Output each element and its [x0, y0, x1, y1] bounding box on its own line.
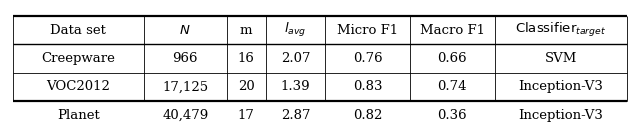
Text: 0.83: 0.83 — [353, 80, 383, 93]
Text: 16: 16 — [238, 52, 255, 65]
Text: Inception-V3: Inception-V3 — [518, 109, 604, 122]
Text: 1.39: 1.39 — [281, 80, 310, 93]
Bar — [227, 16, 266, 44]
Text: 17,125: 17,125 — [162, 80, 209, 93]
Bar — [227, 73, 266, 101]
Bar — [266, 44, 325, 73]
Bar — [266, 101, 325, 129]
Text: 966: 966 — [173, 52, 198, 65]
Text: $l_{avg}$: $l_{avg}$ — [284, 21, 307, 39]
Bar — [227, 101, 266, 129]
Text: VOC2012: VOC2012 — [46, 80, 110, 93]
Text: 0.82: 0.82 — [353, 109, 382, 122]
Text: m: m — [240, 23, 252, 37]
Text: 20: 20 — [238, 80, 255, 93]
Text: Data set: Data set — [51, 23, 106, 37]
Text: Planet: Planet — [57, 109, 100, 122]
Bar — [227, 44, 266, 73]
Text: 17: 17 — [238, 109, 255, 122]
Text: 2.87: 2.87 — [281, 109, 310, 122]
Text: SVM: SVM — [545, 52, 577, 65]
Bar — [266, 73, 325, 101]
Text: 0.66: 0.66 — [437, 52, 467, 65]
Bar — [266, 16, 325, 44]
Text: 0.36: 0.36 — [437, 109, 467, 122]
Text: 0.74: 0.74 — [438, 80, 467, 93]
Text: 2.07: 2.07 — [281, 52, 310, 65]
Text: $N$: $N$ — [179, 23, 191, 37]
Text: Creepware: Creepware — [42, 52, 115, 65]
Text: Macro F1: Macro F1 — [420, 23, 484, 37]
Text: 40,479: 40,479 — [162, 109, 209, 122]
Text: 0.76: 0.76 — [353, 52, 383, 65]
Text: Micro F1: Micro F1 — [337, 23, 398, 37]
Text: Inception-V3: Inception-V3 — [518, 80, 604, 93]
Text: $\mathrm{Classifier}_{target}$: $\mathrm{Classifier}_{target}$ — [515, 21, 607, 39]
